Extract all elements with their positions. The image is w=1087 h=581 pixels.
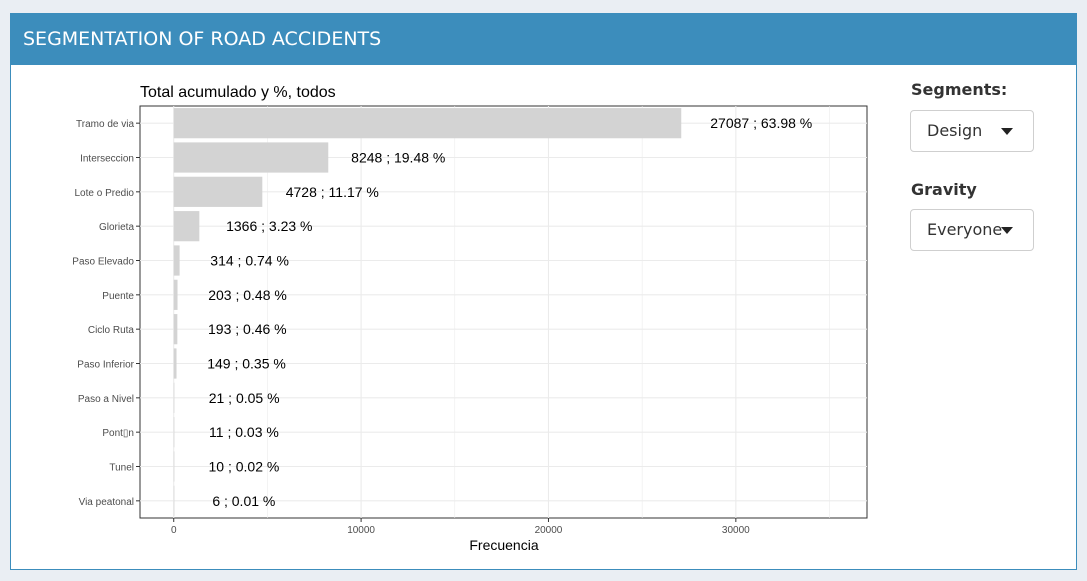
data-label: 21 ; 0.05 % [209,390,280,406]
x-tick-label: 30000 [722,525,750,536]
chevron-down-icon [1001,227,1013,234]
accidents-bar-chart: Total acumulado y %, todos 27087 ; 63.98… [72,84,868,553]
bar [173,142,329,173]
data-label: 314 ; 0.74 % [210,253,289,269]
bar [173,417,175,448]
chevron-down-icon [1001,128,1013,135]
y-tick-label: Lote o Predio [75,188,135,199]
data-label: 10 ; 0.02 % [209,459,280,475]
y-tick-label: Paso Inferior [77,360,134,371]
bar [173,348,177,379]
bar [173,485,175,516]
data-label: 149 ; 0.35 % [207,356,286,372]
box-title: SEGMENTATION OF ROAD ACCIDENTS [11,14,1076,65]
data-label: 4728 ; 11.17 % [286,184,379,200]
chart-title: Total acumulado y %, todos [140,84,336,101]
data-label: 11 ; 0.03 % [209,424,279,440]
segmentation-box: SEGMENTATION OF ROAD ACCIDENTS Total acu… [10,13,1077,570]
y-tick-label: Pont▯n [102,428,134,439]
y-tick-label: Paso Elevado [72,257,134,268]
y-tick-label: Tramo de via [76,119,134,130]
bar [173,279,178,310]
data-labels: 27087 ; 63.98 % 8248 ; 19.48 % 4728 ; 11.1… [207,115,812,509]
data-label: 1366 ; 3.23 % [226,218,312,234]
plot-panel [139,105,868,519]
x-tick-label: 0 [171,525,177,536]
bar [173,245,180,276]
y-tick-label: Glorieta [99,222,134,233]
bar [173,176,263,207]
segments-selected-value: Design [927,121,983,140]
data-label: 8248 ; 19.48 % [351,150,445,166]
data-label: 203 ; 0.48 % [208,287,287,303]
segments-label: Segments: [911,80,1008,99]
gravity-selected-value: Everyone [927,220,1003,239]
y-tick-label: Interseccion [80,154,134,165]
bar [173,108,682,139]
bar [173,451,175,482]
x-tick-label: 10000 [347,525,375,536]
y-tick-label: Puente [102,291,134,302]
y-tick-label: Ciclo Ruta [88,325,135,336]
gravity-dropdown[interactable]: Everyone [910,209,1034,251]
gravity-label: Gravity [911,180,977,199]
x-axis-label: Frecuencia [469,537,538,553]
data-label: 27087 ; 63.98 % [710,115,812,131]
y-tick-label: Paso a Nivel [78,394,134,405]
segments-dropdown[interactable]: Design [910,110,1034,152]
bar [173,211,200,242]
axes: Tramo de via Interseccion Lote o Predio Glo… [72,119,750,536]
y-tick-label: Tunel [109,463,134,474]
bar [173,382,175,413]
bars [173,108,682,516]
data-label: 193 ; 0.46 % [208,321,287,337]
x-tick-label: 20000 [535,525,563,536]
y-tick-label: Via peatonal [79,497,134,508]
bar [173,314,178,345]
data-label: 6 ; 0.01 % [212,493,275,509]
